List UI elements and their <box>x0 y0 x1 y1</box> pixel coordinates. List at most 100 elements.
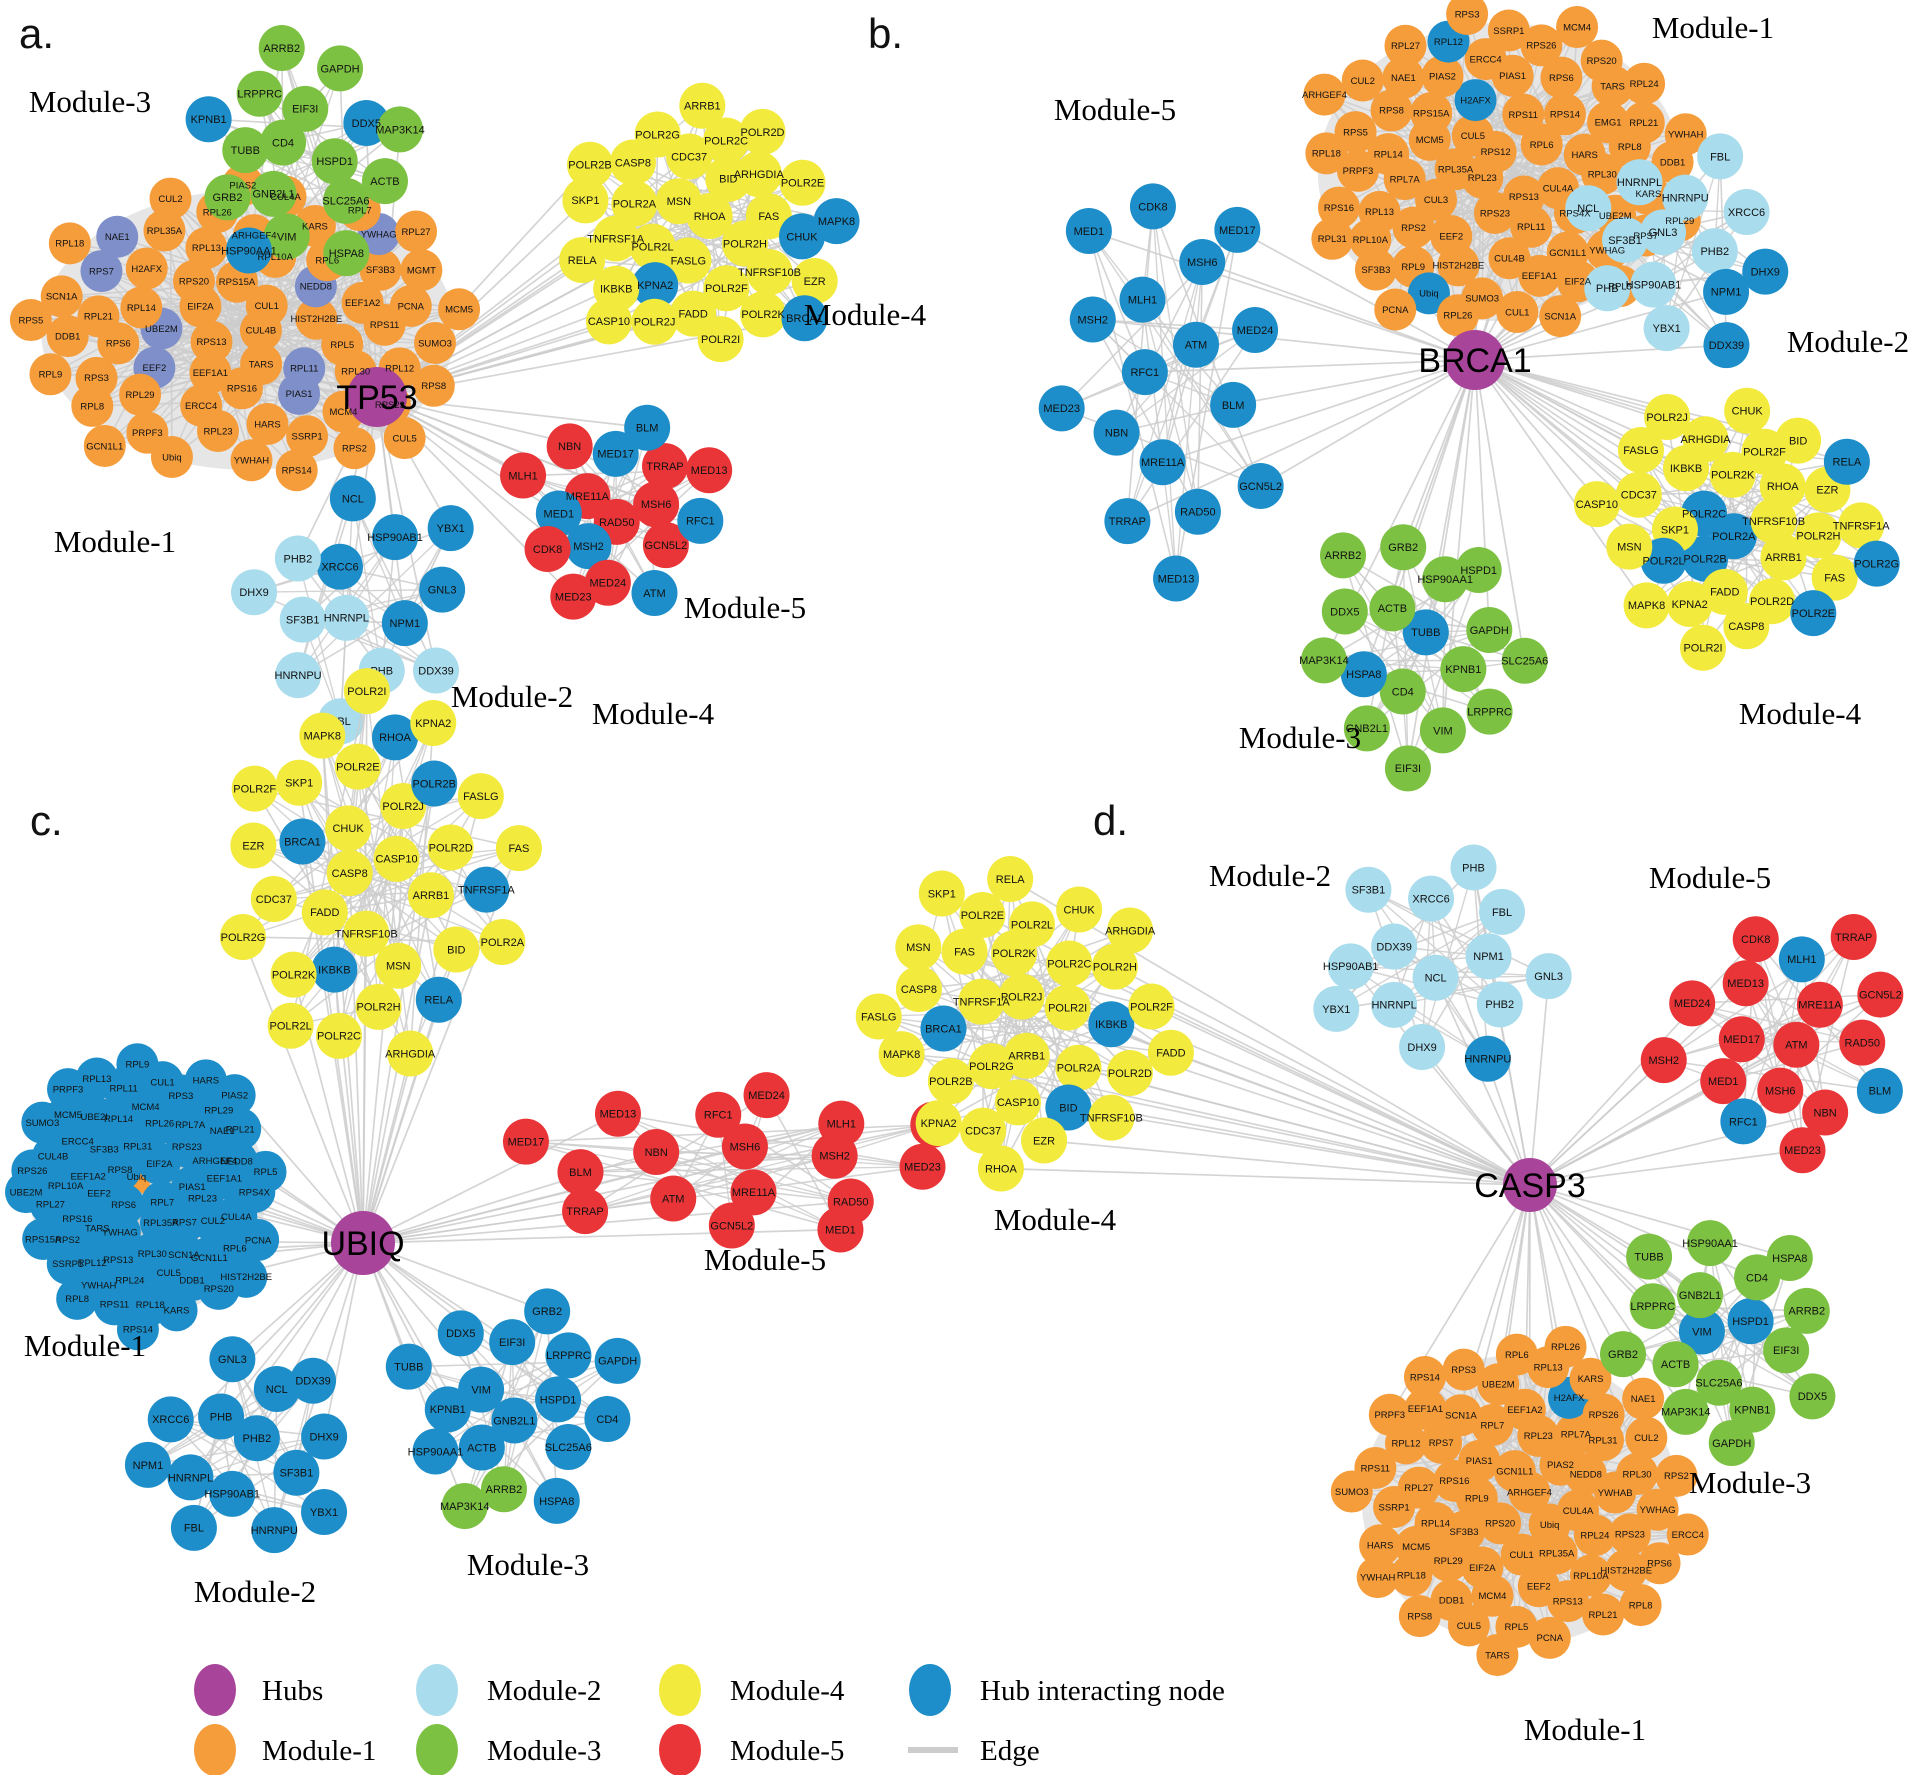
node-GNL3[interactable] <box>1525 953 1572 1000</box>
node-DHX9[interactable] <box>1399 1024 1446 1071</box>
node-MED13[interactable] <box>594 1090 641 1137</box>
node-KPNA2[interactable] <box>915 1100 962 1147</box>
node-SKP1[interactable] <box>276 759 323 806</box>
node-CUL5[interactable] <box>383 417 426 460</box>
node-RPS15A[interactable] <box>1410 92 1453 135</box>
node-GNB2L1[interactable] <box>491 1397 538 1444</box>
node-ARHGDIA[interactable] <box>387 1030 434 1077</box>
node-FASLG[interactable] <box>1617 427 1664 474</box>
node-MSN[interactable] <box>655 178 702 225</box>
node-MSH6[interactable] <box>1179 239 1226 286</box>
node-FAS[interactable] <box>745 193 792 240</box>
node-POLR2D[interactable] <box>739 108 786 155</box>
node-GCN5L2[interactable] <box>642 522 689 569</box>
node-DHX9[interactable] <box>1742 248 1789 295</box>
node-MCM5[interactable] <box>438 288 481 331</box>
node-SKP1[interactable] <box>918 870 965 917</box>
node-PHB[interactable] <box>198 1393 245 1440</box>
node-HARS[interactable] <box>246 403 289 446</box>
node-POLR2A[interactable] <box>1055 1044 1102 1091</box>
node-POLR2F[interactable] <box>231 765 278 812</box>
node-GRB2[interactable] <box>524 1288 571 1335</box>
node-ATM[interactable] <box>650 1175 697 1222</box>
node-MCM4[interactable] <box>1471 1574 1514 1617</box>
node-CASP10[interactable] <box>1573 481 1620 528</box>
node-MED17[interactable] <box>592 430 639 477</box>
node-GNL3[interactable] <box>419 566 466 613</box>
node-MRE11A[interactable] <box>1139 439 1186 486</box>
node-YWHAG[interactable] <box>1636 1488 1679 1531</box>
node-GCN5L2[interactable] <box>1237 462 1284 509</box>
node-BRCA1[interactable] <box>920 1005 967 1052</box>
node-RPS16[interactable] <box>1433 1459 1476 1502</box>
node-HSP90AB1[interactable] <box>1630 261 1677 308</box>
node-CUL1[interactable] <box>245 284 288 327</box>
node-HSP90AA1[interactable] <box>1687 1220 1734 1267</box>
node-BID[interactable] <box>433 926 480 973</box>
node-MAP3K14[interactable] <box>1300 637 1347 684</box>
node-HNRNPU[interactable] <box>1662 174 1709 221</box>
node-RPL18[interactable] <box>1305 132 1348 175</box>
node-ATM[interactable] <box>631 569 678 616</box>
node-RPL21[interactable] <box>219 1107 262 1150</box>
node-RPL30[interactable] <box>1581 152 1624 195</box>
node-POLR2G[interactable] <box>1853 540 1900 587</box>
node-RPL9[interactable] <box>116 1043 159 1086</box>
node-POLR2C[interactable] <box>315 1012 362 1059</box>
node-HNRNPL[interactable] <box>167 1454 214 1501</box>
node-PIAS2[interactable] <box>1421 55 1464 98</box>
node-GNB2L1[interactable] <box>1677 1272 1723 1319</box>
node-MED17[interactable] <box>502 1118 549 1165</box>
node-HIST2H2BE[interactable] <box>1437 244 1480 287</box>
node-CD4[interactable] <box>260 119 307 166</box>
node-NBN[interactable] <box>1093 409 1140 456</box>
node-MED23[interactable] <box>1038 385 1085 432</box>
hub-node-BRCA1[interactable] <box>1445 330 1505 390</box>
node-RPS16[interactable] <box>220 367 263 410</box>
node-RELA[interactable] <box>987 856 1034 903</box>
node-PCNA[interactable] <box>1528 1616 1571 1659</box>
node-POLR2E[interactable] <box>1790 590 1837 637</box>
node-HNRNPU[interactable] <box>1464 1035 1511 1082</box>
node-RELA[interactable] <box>415 976 462 1023</box>
node-KPNB1[interactable] <box>1729 1386 1776 1433</box>
node-NAE1[interactable] <box>96 215 139 258</box>
node-RPS2[interactable] <box>1655 1454 1698 1497</box>
node-SSRP1[interactable] <box>1373 1485 1416 1528</box>
node-RFC1[interactable] <box>1121 349 1168 396</box>
node-CHUK[interactable] <box>1056 886 1103 933</box>
node-POLR2B[interactable] <box>411 760 458 807</box>
node-MED13[interactable] <box>1722 960 1769 1007</box>
node-CASP8[interactable] <box>895 966 942 1013</box>
node-SCN1A[interactable] <box>1439 1394 1482 1437</box>
node-BLM[interactable] <box>1210 381 1257 428</box>
node-BLM[interactable] <box>624 404 671 451</box>
node-HSPA8[interactable] <box>1766 1234 1813 1281</box>
node-NCL[interactable] <box>1412 954 1459 1001</box>
node-MED23[interactable] <box>899 1143 946 1190</box>
node-GCN1L1[interactable] <box>1493 1450 1536 1493</box>
node-RPL27[interactable] <box>1384 24 1427 67</box>
node-RPL21[interactable] <box>1582 1593 1625 1636</box>
node-GNL3[interactable] <box>209 1336 256 1383</box>
node-HSP90AB1[interactable] <box>372 514 419 561</box>
node-RPS14[interactable] <box>1403 1356 1446 1399</box>
node-FASLG[interactable] <box>855 993 902 1040</box>
hub-node-UBIQ[interactable] <box>331 1211 395 1275</box>
node-GNB2L1[interactable] <box>1343 705 1390 752</box>
node-HSPD1[interactable] <box>535 1376 582 1423</box>
node-CDC37[interactable] <box>250 875 297 922</box>
node-NBN[interactable] <box>1802 1089 1849 1136</box>
node-POLR2K[interactable] <box>1709 451 1756 498</box>
node-TUBB[interactable] <box>1402 609 1449 656</box>
node-NPM1[interactable] <box>1703 268 1750 315</box>
node-RPL11[interactable] <box>1510 205 1553 248</box>
node-PIAS2[interactable] <box>213 1074 256 1117</box>
node-FBL[interactable] <box>170 1504 217 1551</box>
node-HSPA8[interactable] <box>323 230 370 277</box>
node-SUMO3[interactable] <box>21 1101 64 1144</box>
node-DDX5[interactable] <box>1789 1373 1836 1420</box>
node-EZR[interactable] <box>791 257 838 304</box>
node-FADD[interactable] <box>301 889 348 936</box>
node-DHX9[interactable] <box>301 1413 348 1460</box>
